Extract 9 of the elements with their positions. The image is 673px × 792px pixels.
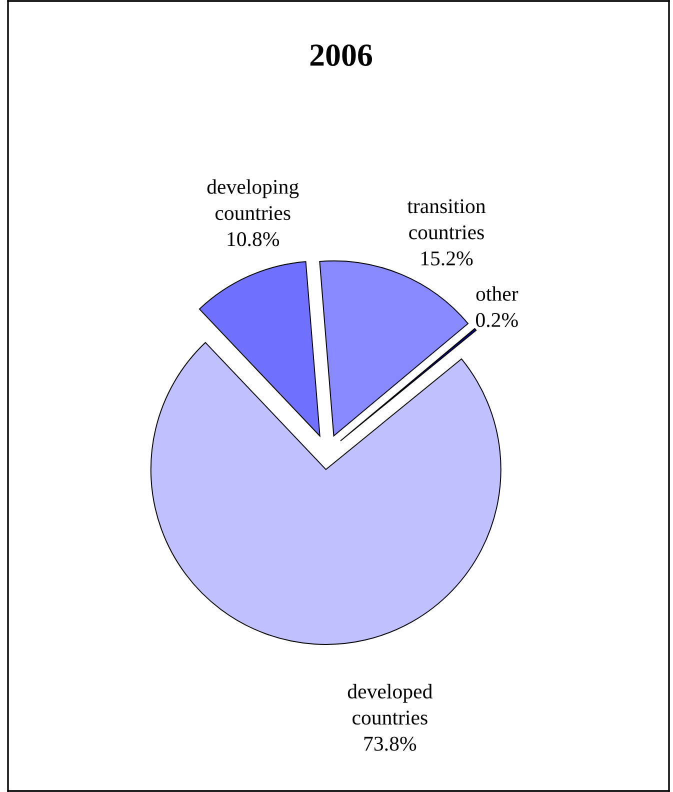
data-label: 0.2%	[476, 312, 518, 328]
slice-label: developed countries	[348, 684, 432, 725]
slice-label: developing countries	[207, 179, 299, 220]
slice-label: transition countries	[407, 199, 486, 240]
chart-title: 2006	[310, 44, 372, 66]
data-label: 15.2%	[421, 251, 473, 266]
data-label: 10.8%	[228, 232, 280, 246]
data-label: 73.8%	[364, 736, 416, 751]
slice-label: other	[476, 286, 518, 301]
